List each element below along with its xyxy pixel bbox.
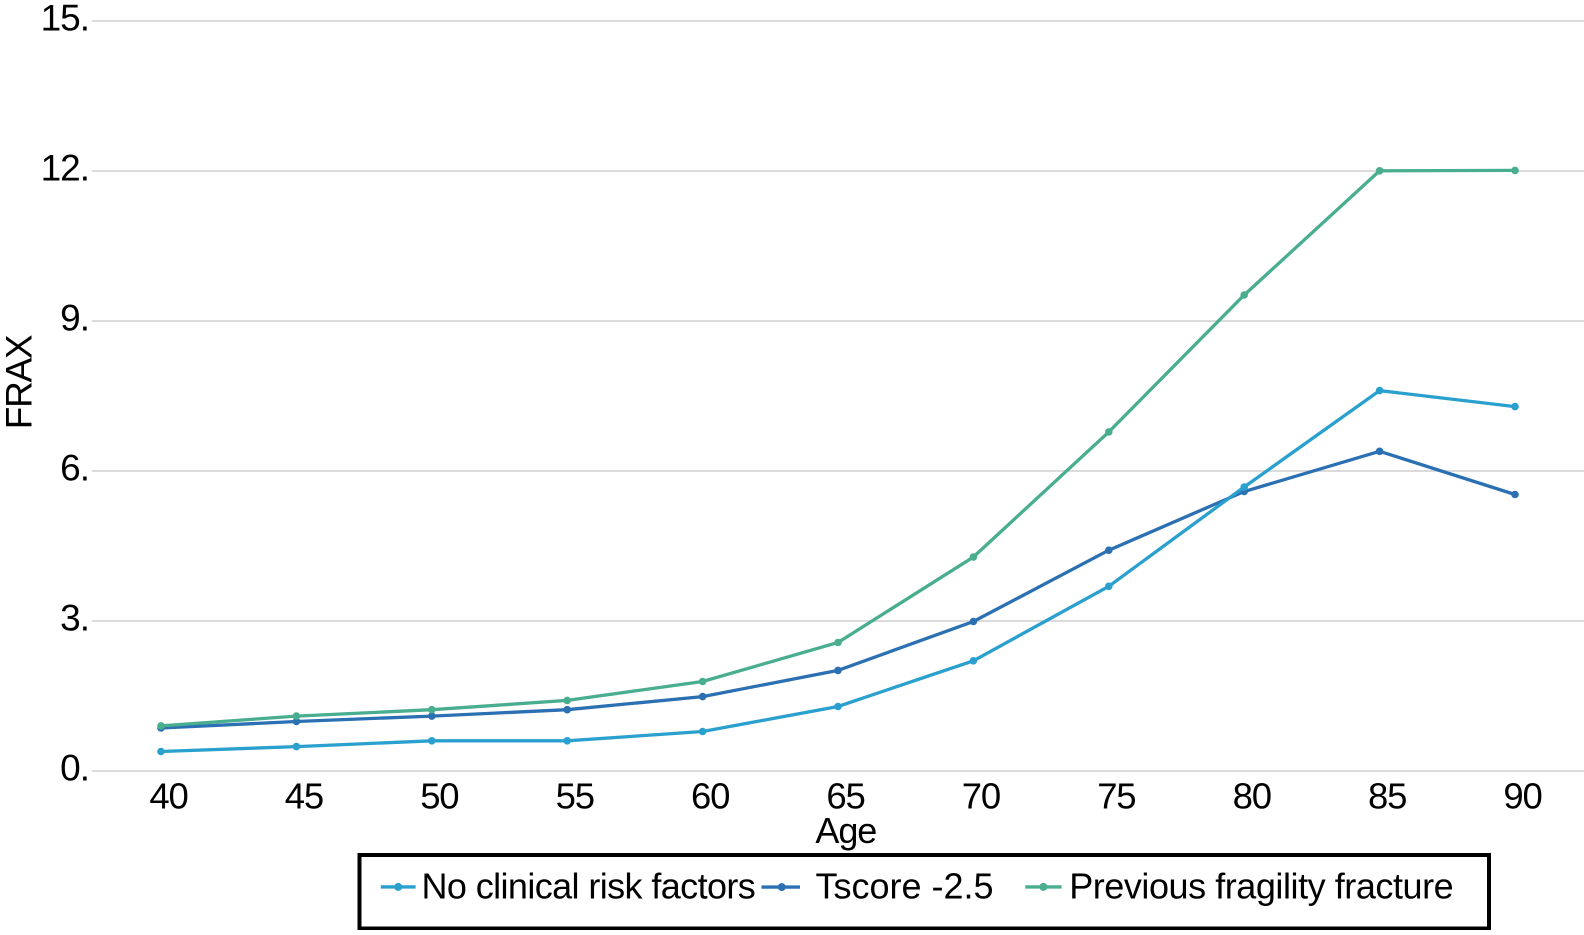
- svg-text:55: 55: [556, 776, 594, 817]
- svg-text:80: 80: [1233, 776, 1271, 817]
- svg-text:9.: 9.: [60, 298, 89, 339]
- svg-text:No clinical risk factors: No clinical risk factors: [422, 866, 756, 907]
- svg-text:85: 85: [1368, 776, 1406, 817]
- svg-text:12.: 12.: [41, 148, 89, 189]
- svg-text:50: 50: [420, 776, 458, 817]
- svg-text:75: 75: [1097, 776, 1135, 817]
- svg-text:Previous fragility fracture: Previous fragility fracture: [1069, 866, 1453, 907]
- svg-text:65: 65: [826, 776, 864, 817]
- svg-text:45: 45: [285, 776, 323, 817]
- svg-text:70: 70: [962, 776, 1000, 817]
- svg-text:Tscore -2.5: Tscore -2.5: [816, 866, 994, 907]
- svg-text:FRAX: FRAX: [0, 335, 40, 429]
- svg-text:15.: 15.: [41, 0, 89, 39]
- svg-text:90: 90: [1503, 776, 1541, 817]
- svg-text:3.: 3.: [60, 598, 89, 639]
- svg-text:40: 40: [149, 776, 187, 817]
- svg-text:60: 60: [691, 776, 729, 817]
- svg-text:Age: Age: [815, 810, 876, 851]
- svg-text:6.: 6.: [60, 448, 89, 489]
- svg-text:0.: 0.: [60, 748, 89, 789]
